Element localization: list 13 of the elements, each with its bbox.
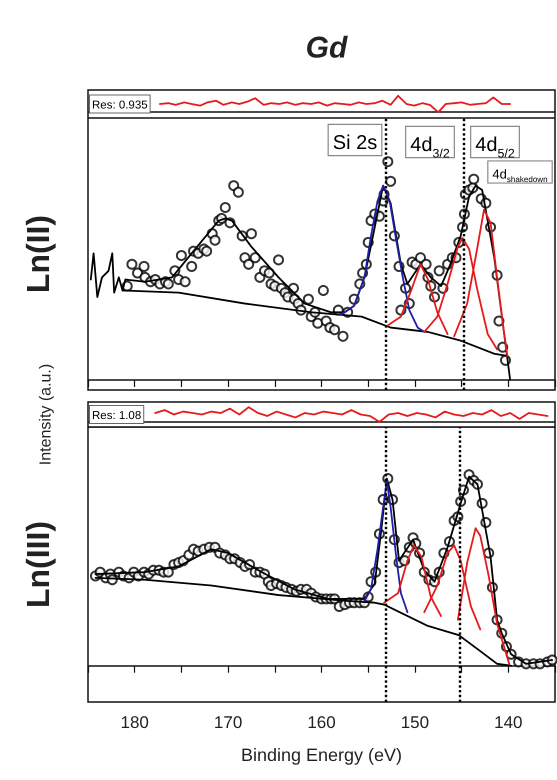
y-axis-title: Intensity (a.u.) — [38, 364, 54, 466]
text: Si 2s — [332, 132, 378, 154]
chart-title: Gd — [306, 32, 348, 64]
x-tick-label: 180 — [120, 713, 149, 732]
y-axis-title: Ln(III) — [20, 520, 56, 608]
x-tick-label: 170 — [214, 713, 242, 732]
x-tick-label: 150 — [400, 713, 430, 732]
annotation: Res: 1.08 — [92, 410, 142, 422]
x-tick-label: 160 — [307, 713, 336, 732]
x-tick-label: 140 — [494, 713, 522, 732]
x-axis-title: Binding Energy (eV) — [240, 745, 402, 765]
annotation: Res: 0.935 — [92, 99, 148, 112]
y-axis-title: Ln(II) — [20, 214, 56, 294]
